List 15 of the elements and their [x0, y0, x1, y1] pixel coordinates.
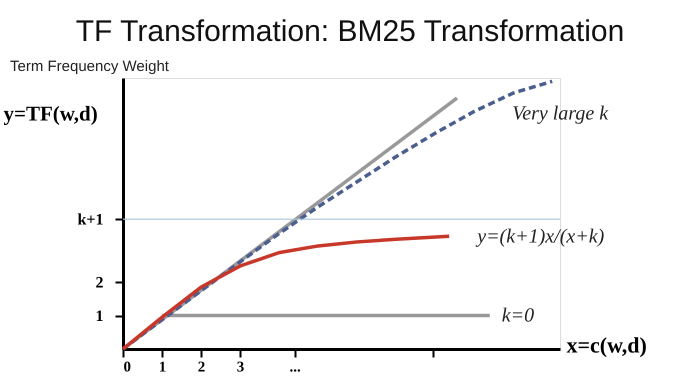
x-tick-label: 3 — [236, 360, 244, 376]
x-tick-label: ... — [290, 360, 302, 376]
annotation: k=0 — [502, 304, 534, 327]
y-axis-title: y=TF(w,d) — [4, 102, 98, 126]
x-tick-label: 2 — [198, 360, 206, 376]
x-tick-label: 0 — [124, 360, 131, 376]
y-tick-label: k+1 — [77, 212, 104, 229]
y-tick-label: 1 — [96, 308, 104, 326]
x-tick-label: 1 — [158, 360, 166, 376]
annotation: y=(k+1)x/(x+k) — [475, 225, 605, 248]
y-tick-label: 2 — [96, 274, 104, 292]
x-axis-title: x=c(w,d) — [566, 332, 647, 358]
annotation: Very large k — [512, 102, 610, 124]
chart-subtitle: Term Frequency Weight — [10, 58, 170, 75]
chart-title: TF Transformation: BM25 Transformation — [76, 15, 624, 48]
